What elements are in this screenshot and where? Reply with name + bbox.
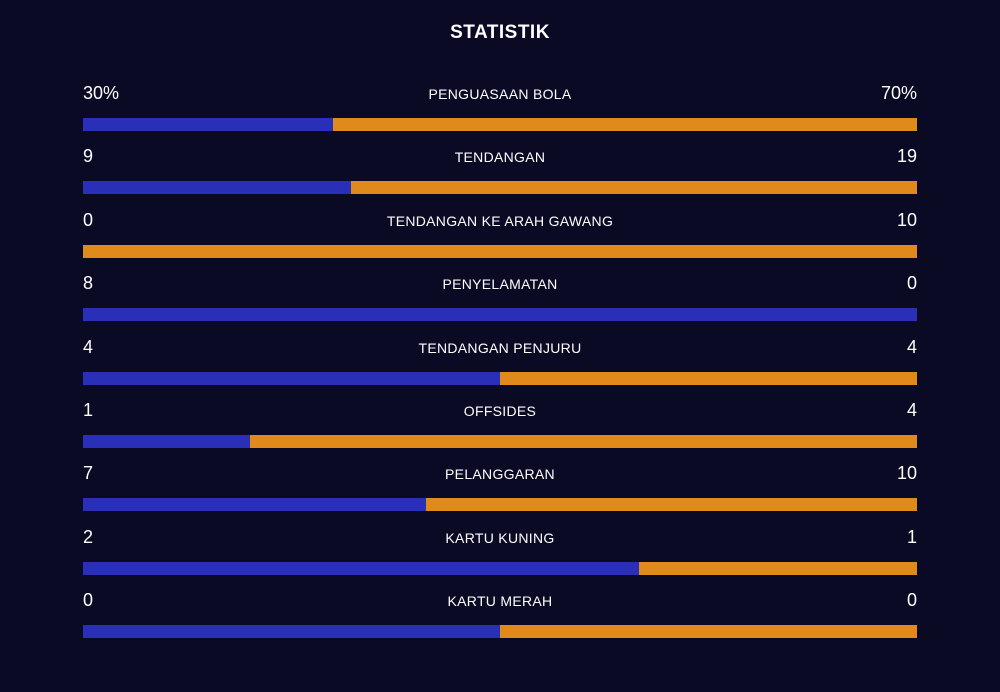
stat-label: TENDANGAN KE ARAH GAWANG [386,212,614,229]
stat-bar-home [83,118,334,131]
stat-home-value: 8 [83,273,94,294]
stat-bar-home [83,308,917,322]
stat-bar-away [426,498,917,512]
stat-bar-away [83,244,917,258]
stat-home-value: 4 [83,336,94,357]
stat-label: OFFSIDES [463,402,537,419]
stat-label: PENGUASAAN BOLA [428,86,572,102]
stat-bar-home [83,181,352,195]
stat-bar-away [249,434,917,448]
stat-row: 2 KARTU KUNING 1 [83,524,917,587]
stat-row: 9 TENDANGAN 19 [83,143,917,206]
stat-label: TENDANGAN PENJURU [418,339,582,356]
stat-bar [83,561,917,575]
stat-bar-home [83,561,640,575]
stat-list: 30% PENGUASAAN BOLA 70% 9 TENDANGAN 19 0 TENDAN… [83,80,917,651]
stat-bar [83,625,917,639]
stat-bar-home [83,434,250,448]
stat-bar-away [500,371,917,385]
stat-bar-away [351,181,917,195]
stat-row: 1 OFFSIDES 4 [83,397,917,460]
stat-bar-home [83,371,500,385]
stat-away-value: 0 [906,273,917,294]
stat-row: 4 TENDANGAN PENJURU 4 [83,334,917,397]
stat-home-value: 2 [83,526,94,547]
stat-home-value: 0 [83,209,94,230]
stat-bar [83,498,917,512]
stat-away-value: 0 [906,590,917,611]
stat-bar-away [639,561,917,575]
stat-bar [83,244,917,258]
stat-away-value: 10 [896,209,917,230]
stat-away-value: 4 [906,399,917,420]
stat-home-value: 0 [83,590,94,611]
stat-label: KARTU MERAH [447,593,553,610]
stat-bar [83,308,917,322]
stat-bar-away [500,625,917,639]
stat-label: PENYELAMATAN [442,276,558,293]
stat-home-value: 7 [83,463,94,484]
stat-bar [83,181,917,195]
stat-label: PELANGGARAN [445,466,555,483]
stat-bar-home [83,625,500,639]
stat-bar [83,371,917,385]
stat-row: 7 PELANGGARAN 10 [83,460,917,523]
stat-away-value: 19 [896,146,917,167]
stat-home-value: 1 [83,399,94,420]
stat-label: TENDANGAN [454,149,546,166]
stat-label: KARTU KUNING [445,529,555,546]
stat-home-value: 30% [83,83,120,103]
stat-row: 30% PENGUASAAN BOLA 70% [83,80,917,143]
stat-row: 0 KARTU MERAH 0 [83,587,917,650]
stat-away-value: 4 [906,336,917,357]
stat-home-value: 9 [83,146,94,167]
page-title: STATISTIK [450,22,550,43]
stat-bar [83,434,917,448]
stat-bar-home [83,498,427,512]
stat-bar [83,118,917,131]
stat-bar-away [333,118,917,131]
stat-row: 8 PENYELAMATAN 0 [83,270,917,333]
stat-away-value: 1 [906,526,917,547]
stat-away-value: 70% [880,83,917,103]
stat-row: 0 TENDANGAN KE ARAH GAWANG 10 [83,207,917,270]
stat-away-value: 10 [896,463,917,484]
